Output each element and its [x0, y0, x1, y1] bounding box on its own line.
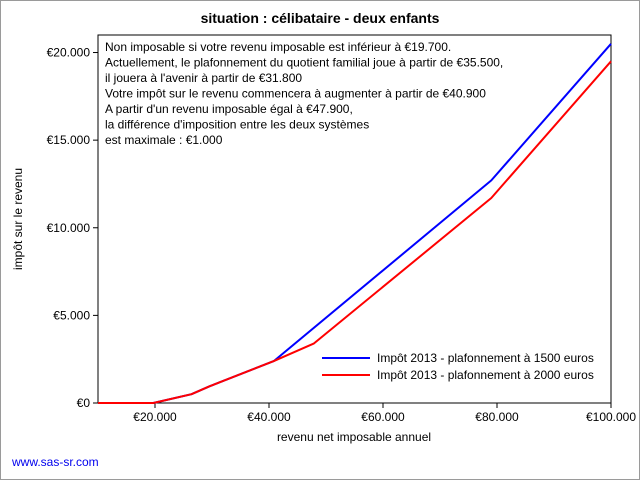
x-tick-label: €20.000 [133, 410, 177, 424]
annotation-line: Actuellement, le plafonnement du quotien… [105, 56, 503, 70]
x-tick-label: €100.000 [586, 410, 636, 424]
annotation-text: Non imposable si votre revenu imposable … [105, 40, 503, 147]
series-lines [98, 43, 612, 404]
x-axis-label: revenu net imposable annuel [277, 430, 431, 444]
footer-link[interactable]: www.sas-sr.com [12, 455, 99, 469]
y-tick-label: €10.000 [47, 221, 91, 235]
legend-label: Impôt 2013 - plafonnement à 2000 euros [377, 368, 594, 382]
y-axis-label: impôt sur le revenu [11, 168, 25, 270]
x-tick-label: €80.000 [475, 410, 519, 424]
annotation-line: est maximale : €1.000 [105, 133, 223, 147]
axis-ticks: €20.000 €40.000 €60.000 €80.000 €100.000 €0 €5… [47, 46, 637, 424]
annotation-line: il jouera à l'avenir à partir de €31.800 [105, 71, 302, 85]
y-tick-label: €0 [77, 396, 91, 410]
x-tick-label: €40.000 [247, 410, 291, 424]
legend: Impôt 2013 - plafonnement à 1500 euros Im… [322, 351, 594, 382]
x-tick-label: €60.000 [361, 410, 405, 424]
legend-label: Impôt 2013 - plafonnement à 1500 euros [377, 351, 594, 365]
chart-title: situation : célibataire - deux enfants [200, 10, 440, 26]
y-tick-label: €20.000 [47, 46, 91, 60]
annotation-line: A partir d'un revenu imposable égal à €4… [105, 102, 353, 116]
annotation-line: Votre impôt sur le revenu commencera à a… [105, 87, 486, 101]
annotation-line: Non imposable si votre revenu imposable … [105, 40, 451, 54]
y-tick-label: €15.000 [47, 133, 91, 147]
y-tick-label: €5.000 [53, 308, 90, 322]
plot-area [97, 34, 612, 404]
annotation-line: la différence d'imposition entre les deu… [105, 118, 369, 132]
series-line-2 [98, 60, 612, 404]
